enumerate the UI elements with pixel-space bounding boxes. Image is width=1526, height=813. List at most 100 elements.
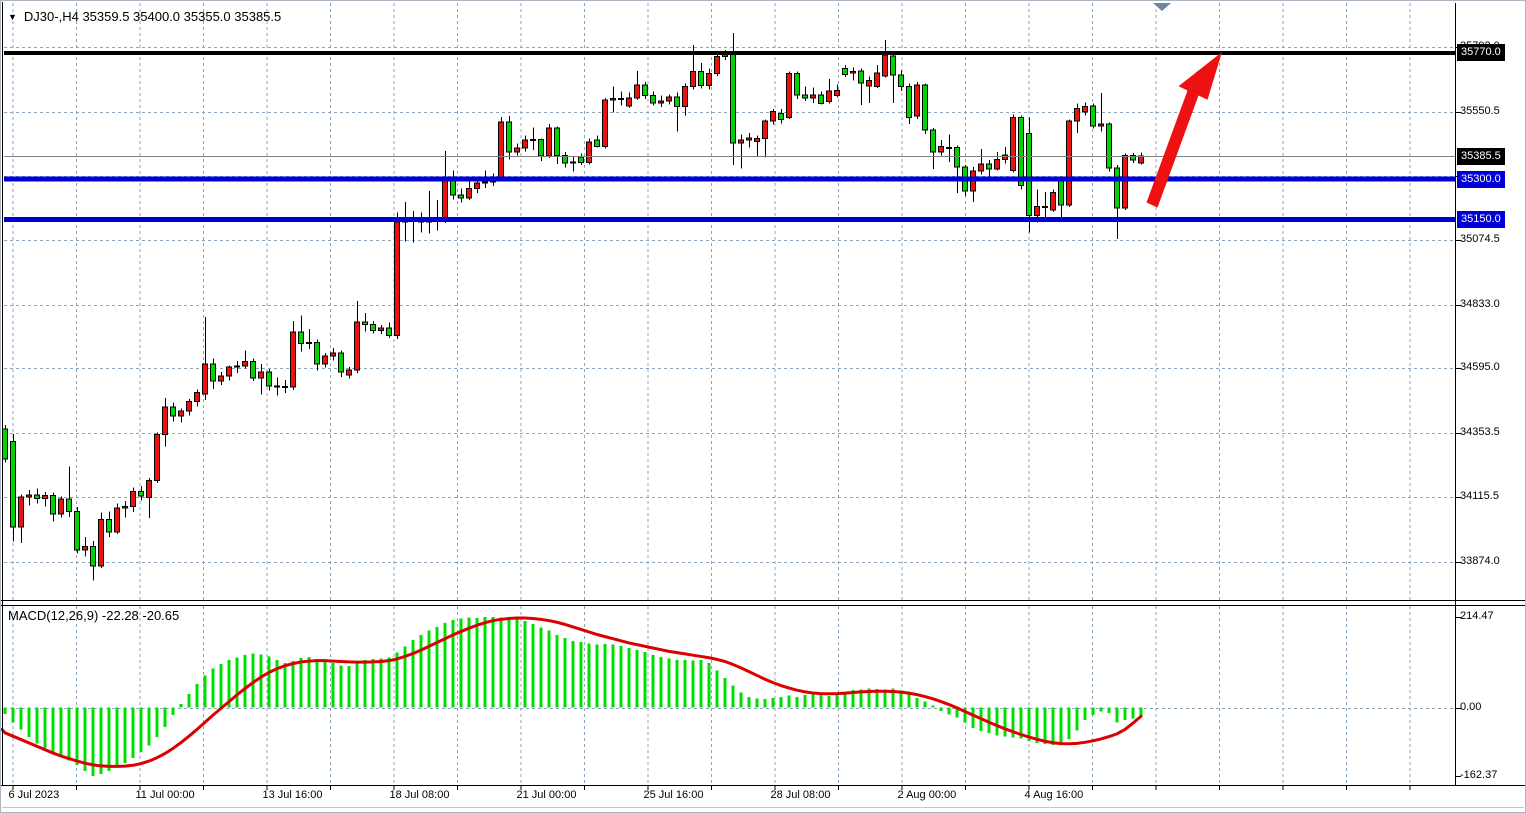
candle-body bbox=[666, 96, 672, 102]
macd-bar bbox=[155, 707, 159, 738]
candle-body bbox=[122, 505, 128, 509]
candle-body bbox=[146, 479, 152, 498]
candle-body bbox=[322, 355, 328, 365]
time-axis-label: 11 Jul 00:00 bbox=[135, 789, 195, 801]
macd-bar bbox=[91, 707, 95, 776]
candle-body bbox=[362, 321, 368, 325]
candle-body bbox=[770, 110, 776, 122]
macd-bar bbox=[203, 675, 207, 708]
macd-bar bbox=[227, 660, 231, 708]
macd-bar bbox=[1011, 707, 1015, 738]
candle-body bbox=[882, 54, 888, 77]
macd-bar bbox=[1019, 707, 1023, 739]
macd-bar bbox=[939, 707, 943, 711]
macd-bar bbox=[115, 707, 119, 767]
candle-body bbox=[186, 400, 192, 412]
macd-bar bbox=[987, 707, 991, 734]
macd-bar bbox=[507, 617, 511, 708]
macd-bar bbox=[339, 665, 343, 708]
macd-bar bbox=[427, 630, 431, 708]
macd-bar bbox=[627, 648, 631, 708]
macd-bar bbox=[883, 689, 887, 708]
candle-body bbox=[706, 72, 712, 86]
candle-body bbox=[730, 52, 736, 144]
macd-bar bbox=[35, 707, 39, 744]
price-axis-label: 33874.0 bbox=[1460, 555, 1500, 567]
candle-body bbox=[810, 94, 816, 99]
macd-bar bbox=[779, 696, 783, 708]
candle-body bbox=[530, 139, 536, 142]
candle-body bbox=[794, 72, 800, 96]
axis-ticks bbox=[12, 47, 1461, 790]
candle-body bbox=[274, 385, 280, 388]
candle-body bbox=[506, 121, 512, 153]
candle-body bbox=[602, 99, 608, 147]
candle-body bbox=[458, 194, 464, 199]
candle-body bbox=[786, 72, 792, 118]
macd-bar bbox=[411, 639, 415, 708]
time-axis-label: 18 Jul 08:00 bbox=[389, 789, 450, 801]
candle-body bbox=[1018, 116, 1024, 187]
macd-bar bbox=[387, 657, 391, 708]
candle-body bbox=[642, 84, 648, 97]
candle-body bbox=[898, 74, 904, 87]
time-axis-label: 25 Jul 16:00 bbox=[643, 789, 704, 801]
current-price-badge: 35385.5 bbox=[1457, 147, 1505, 165]
candle-body bbox=[42, 495, 48, 500]
time-axis-label: 2 Aug 00:00 bbox=[897, 789, 957, 801]
macd-bar bbox=[59, 707, 63, 757]
macd-bar bbox=[947, 707, 951, 715]
macd-bar bbox=[1115, 707, 1119, 723]
macd-bar bbox=[619, 645, 623, 708]
candle-body bbox=[250, 360, 256, 379]
candle-body bbox=[266, 371, 272, 387]
candle-body bbox=[754, 137, 760, 142]
candle-body bbox=[818, 94, 824, 105]
candle-body bbox=[338, 352, 344, 373]
candle-body bbox=[290, 331, 296, 388]
macd-bar bbox=[547, 630, 551, 708]
macd-bar bbox=[443, 623, 447, 708]
macd-bar bbox=[539, 627, 543, 708]
macd-bar bbox=[99, 707, 103, 775]
candle-body bbox=[498, 121, 504, 180]
macd-bar bbox=[931, 705, 935, 708]
quote-text: DJ30-,H4 35359.5 35400.0 35355.0 35385.5 bbox=[23, 9, 282, 24]
symbol-marker-icon: ▼ bbox=[8, 11, 17, 22]
macd-bar bbox=[755, 698, 759, 708]
macd-bar bbox=[219, 664, 223, 708]
candle-body bbox=[1082, 105, 1088, 113]
candle-body bbox=[834, 89, 840, 96]
macd-bar bbox=[403, 646, 407, 708]
candle-body bbox=[1138, 155, 1144, 164]
candle-body bbox=[386, 327, 392, 336]
candle-body bbox=[194, 391, 200, 402]
macd-bar bbox=[371, 658, 375, 708]
macd-bar bbox=[1027, 707, 1031, 741]
macd-bar bbox=[1107, 707, 1111, 713]
candle-body bbox=[634, 84, 640, 99]
macd-bar bbox=[771, 698, 775, 708]
macd-bar bbox=[611, 644, 615, 708]
macd-bar bbox=[923, 701, 927, 708]
time-axis-label: 13 Jul 16:00 bbox=[262, 789, 323, 801]
candles bbox=[2, 32, 1144, 581]
trend-arrow-up bbox=[1146, 52, 1222, 208]
macd-bar bbox=[915, 698, 919, 708]
candle-body bbox=[954, 146, 960, 168]
macd-histogram bbox=[3, 617, 1143, 776]
candle-body bbox=[1050, 191, 1056, 211]
macd-bar bbox=[899, 690, 903, 708]
macd-bar bbox=[1051, 707, 1055, 746]
candle-body bbox=[626, 97, 632, 107]
candle-body bbox=[562, 155, 568, 164]
candle-body bbox=[850, 71, 856, 74]
macd-bar bbox=[963, 707, 967, 723]
macd-bar bbox=[363, 660, 367, 708]
candle-body bbox=[10, 441, 16, 528]
support1-badge: 35300.0 bbox=[1457, 170, 1505, 188]
macd-bar bbox=[291, 661, 295, 708]
macd-bar bbox=[451, 620, 455, 708]
